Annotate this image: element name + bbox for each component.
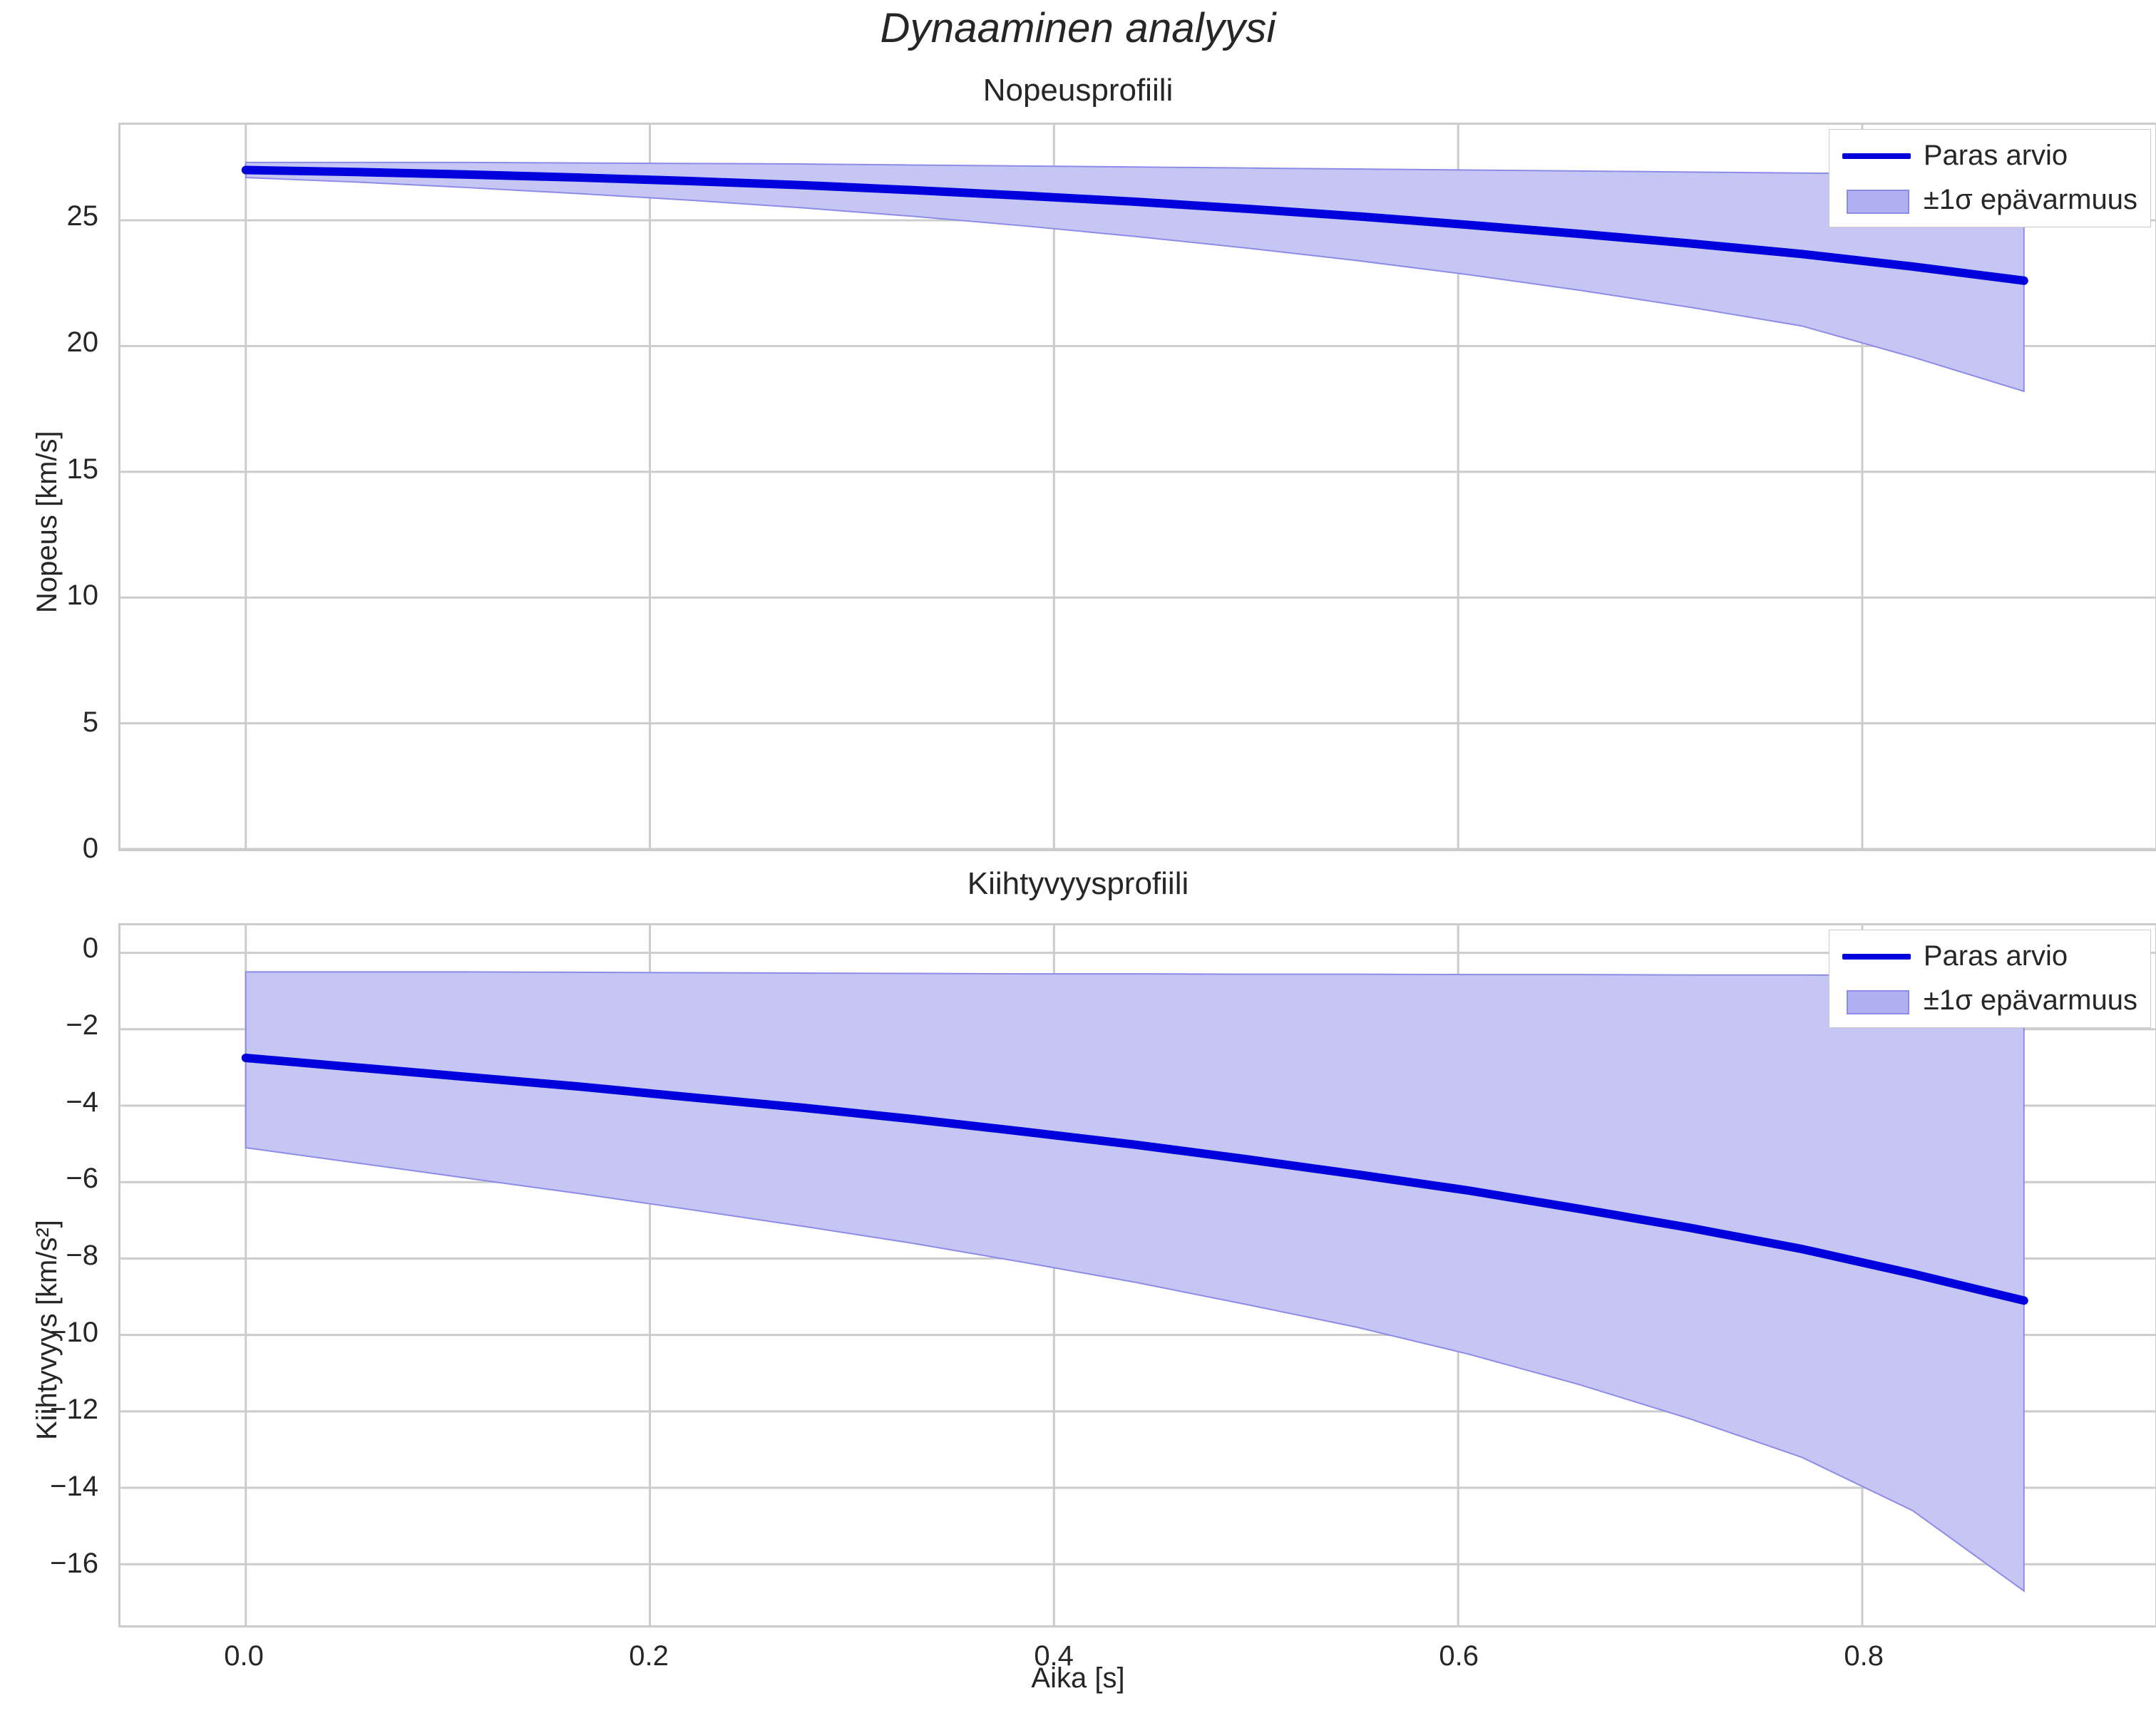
figure-suptitle: Dynaaminen analyysi: [880, 5, 1276, 51]
legend-band-label: ±1σ epävarmuus: [1923, 183, 2137, 215]
y-tick-label: 25: [66, 200, 99, 232]
y-tick-label: −4: [66, 1086, 98, 1118]
legend-entry-band: ±1σ epävarmuus: [1842, 181, 2137, 218]
bottom-legend: Paras arvio ±1σ epävarmuus: [1828, 930, 2151, 1028]
y-tick-label: −14: [50, 1470, 98, 1502]
legend-band-swatch: [1842, 986, 1911, 1014]
x-tick-label: 0.2: [629, 1640, 669, 1672]
y-tick-label: −8: [66, 1240, 98, 1272]
y-tick-label: −10: [50, 1317, 98, 1349]
legend-entry-line: Paras arvio: [1842, 137, 2137, 174]
legend-band-swatch: [1842, 185, 1911, 214]
y-tick-label: −2: [66, 1009, 98, 1041]
legend-entry-line: Paras arvio: [1842, 937, 2137, 974]
bottom-plot-area: Paras arvio ±1σ epävarmuus: [118, 923, 2156, 1627]
legend-line-swatch: [1842, 141, 1911, 170]
y-tick-label: 10: [66, 580, 99, 612]
y-tick-label: 0: [82, 833, 98, 864]
y-tick-label: 0: [82, 932, 98, 964]
bottom-panel-title: Kiihtyvyysprofiili: [967, 866, 1189, 901]
x-tick-label: 0.0: [224, 1640, 264, 1672]
y-tick-label: 15: [66, 453, 99, 485]
y-tick-label: 20: [66, 326, 99, 359]
y-tick-label: −16: [50, 1547, 98, 1579]
top-panel-title: Nopeusprofiili: [982, 73, 1174, 108]
x-tick-label: 0.8: [1844, 1640, 1884, 1672]
y-tick-label: 5: [82, 706, 98, 738]
y-tick-label: −6: [66, 1163, 98, 1195]
legend-entry-band: ±1σ epävarmuus: [1842, 982, 2137, 1019]
x-tick-label: 0.4: [1034, 1640, 1074, 1672]
legend-line-swatch: [1842, 942, 1911, 970]
legend-line-label: Paras arvio: [1923, 139, 2068, 171]
legend-band-label: ±1σ epävarmuus: [1923, 984, 2137, 1016]
bottom-plot-svg: [120, 925, 2155, 1625]
x-tick-label: 0.6: [1439, 1640, 1479, 1672]
x-axis-label: Aika [s]: [1031, 1662, 1125, 1694]
y-tick-label: −12: [50, 1393, 98, 1425]
top-legend: Paras arvio ±1σ epävarmuus: [1828, 129, 2151, 227]
top-plot-svg: [120, 125, 2155, 849]
legend-line-label: Paras arvio: [1923, 940, 2068, 972]
top-plot-area: Paras arvio ±1σ epävarmuus: [118, 123, 2156, 851]
